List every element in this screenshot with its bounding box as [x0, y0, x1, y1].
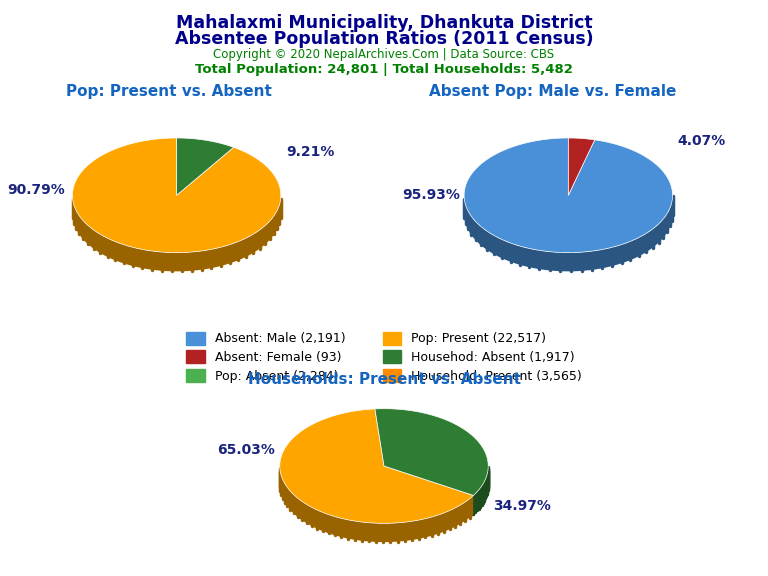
Polygon shape — [280, 409, 473, 524]
Text: 95.93%: 95.93% — [402, 188, 460, 202]
Polygon shape — [568, 138, 594, 195]
Polygon shape — [280, 466, 473, 542]
Text: 65.03%: 65.03% — [217, 444, 276, 457]
Text: Absentee Population Ratios (2011 Census): Absentee Population Ratios (2011 Census) — [174, 30, 594, 48]
Text: 34.97%: 34.97% — [493, 499, 551, 513]
Polygon shape — [72, 198, 281, 271]
Text: 4.07%: 4.07% — [677, 134, 726, 148]
Polygon shape — [464, 196, 673, 271]
Legend: Absent: Male (2,191), Absent: Female (93), Pop: Absent (2,284), Pop: Present (22: Absent: Male (2,191), Absent: Female (93… — [186, 332, 582, 382]
Text: Households: Present vs. Absent: Households: Present vs. Absent — [247, 372, 521, 386]
Text: 9.21%: 9.21% — [286, 145, 334, 158]
Polygon shape — [473, 467, 488, 514]
Polygon shape — [464, 138, 673, 253]
Text: Absent Pop: Male vs. Female: Absent Pop: Male vs. Female — [429, 84, 677, 98]
Polygon shape — [177, 138, 233, 195]
Text: Pop: Present vs. Absent: Pop: Present vs. Absent — [66, 84, 272, 98]
Polygon shape — [72, 138, 281, 253]
Text: Mahalaxmi Municipality, Dhankuta District: Mahalaxmi Municipality, Dhankuta Distric… — [176, 14, 592, 32]
Text: Total Population: 24,801 | Total Households: 5,482: Total Population: 24,801 | Total Househo… — [195, 63, 573, 77]
Text: 90.79%: 90.79% — [7, 183, 65, 197]
Polygon shape — [375, 409, 488, 495]
Text: Copyright © 2020 NepalArchives.Com | Data Source: CBS: Copyright © 2020 NepalArchives.Com | Dat… — [214, 48, 554, 62]
